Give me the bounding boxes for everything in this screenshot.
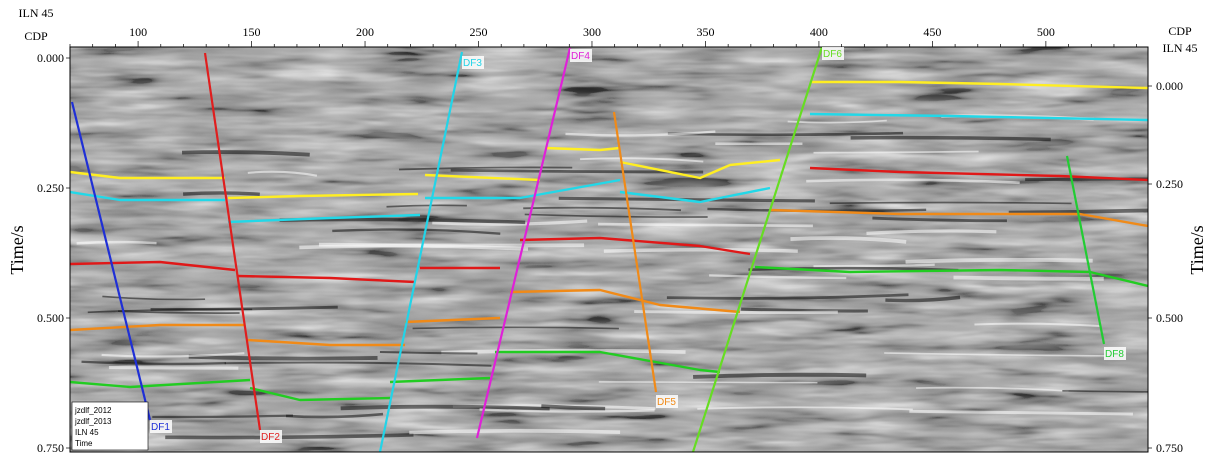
y-tick-label-left: 0.500 (37, 311, 64, 325)
horizon-line (227, 192, 419, 200)
x-tick-label: 200 (356, 25, 374, 39)
y-tick-label-left: 0.000 (37, 51, 64, 65)
horizon-line (227, 213, 421, 224)
x-tick-label: 250 (470, 25, 488, 39)
seismic-panel (70, 47, 1148, 452)
horizon-line (509, 288, 741, 314)
plot-frame (69, 46, 1149, 453)
horizon-line (754, 265, 1148, 288)
fault-line (203, 52, 262, 431)
horizon-line (619, 158, 781, 180)
horizon-line (424, 173, 541, 182)
y-axis-title-right: Time/s (1187, 225, 1207, 274)
reflector-bands (76, 114, 1148, 440)
fault-lines (70, 47, 1106, 452)
fault-line (70, 101, 152, 421)
fault-label-bg (822, 47, 844, 60)
fault-line (691, 47, 824, 452)
x-tick-label: 100 (129, 25, 147, 39)
fault-line (1065, 155, 1106, 345)
horizon-lines (70, 80, 1148, 402)
fault-line (378, 51, 464, 452)
x-tick-label: 450 (923, 25, 941, 39)
horizon-line (809, 166, 1148, 182)
x-axis-ticks: 100 150 200 250 300 350 400 450 500 (69, 25, 1138, 47)
legend-line-2: jzdlf_2013 (74, 417, 112, 426)
legend-line-3: ILN 45 (75, 428, 99, 437)
legend-line-1: jzdlf_2012 (74, 406, 112, 415)
fault-line (475, 47, 572, 439)
fault-label: DF1 (151, 422, 170, 433)
horizon-line (404, 316, 501, 324)
horizon-line (70, 170, 225, 180)
x-tick-label: 400 (810, 25, 828, 39)
fault-line (612, 111, 658, 393)
horizon-line (495, 350, 721, 374)
fault-label-bg (1104, 347, 1126, 360)
y-tick-label-right: 0.000 (1156, 79, 1183, 93)
fault-label-bg (150, 420, 172, 433)
fault-label: DF4 (571, 51, 590, 62)
legend-line-4: Time (75, 439, 93, 448)
horizon-line (70, 323, 245, 332)
header-left-cdp: CDP (24, 29, 48, 43)
header-right-cdp: CDP (1168, 24, 1192, 38)
y-tick-label-left: 0.750 (37, 441, 64, 454)
y-tick-label-right: 0.500 (1156, 311, 1183, 325)
fault-label-bg (656, 395, 678, 408)
horizon-line (389, 376, 491, 384)
y-tick-label-right: 0.250 (1156, 177, 1183, 191)
horizon-line (247, 338, 405, 347)
horizon-line (70, 190, 225, 202)
fault-label: DF3 (463, 58, 482, 69)
horizon-line (809, 112, 1148, 122)
fault-label: DF5 (657, 397, 676, 408)
horizon-line (769, 208, 1148, 228)
fault-label-bg (260, 430, 282, 443)
y-tick-label-left: 0.250 (37, 181, 64, 195)
x-tick-label: 350 (696, 25, 714, 39)
legend-box: jzdlf_2012 jzdlf_2013 ILN 45 Time (71, 401, 149, 451)
fault-label-bg (570, 49, 592, 62)
y-tick-label-right: 0.750 (1156, 441, 1183, 454)
horizon-line (544, 146, 621, 152)
x-tick-label: 500 (1037, 25, 1055, 39)
horizon-line (70, 378, 251, 389)
horizon-line (425, 178, 621, 200)
horizon-line (237, 274, 416, 284)
horizon-line (249, 386, 391, 402)
y-axis-ticks: 0.000 0.250 0.500 0.750 0.000 0.250 0.500 0.750 (37, 51, 1183, 454)
horizon-line (619, 186, 771, 204)
horizon-line (810, 80, 1148, 90)
fault-label-bg (462, 56, 484, 69)
x-tick-label: 150 (243, 25, 261, 39)
x-tick-label: 300 (583, 25, 601, 39)
fault-label: DF6 (823, 49, 842, 60)
y-axis-title-left: Time/s (7, 225, 27, 274)
fault-label: DF2 (261, 432, 280, 443)
horizon-line (519, 236, 751, 256)
fault-label: DF8 (1105, 349, 1124, 360)
fault-labels: DF1 DF2 DF3 DF4 DF5 DF6 DF8 (150, 47, 1126, 443)
header-right-iln: ILN 45 (1163, 41, 1198, 55)
horizon-line (70, 260, 236, 272)
header-left-iln: ILN 45 (19, 6, 54, 20)
